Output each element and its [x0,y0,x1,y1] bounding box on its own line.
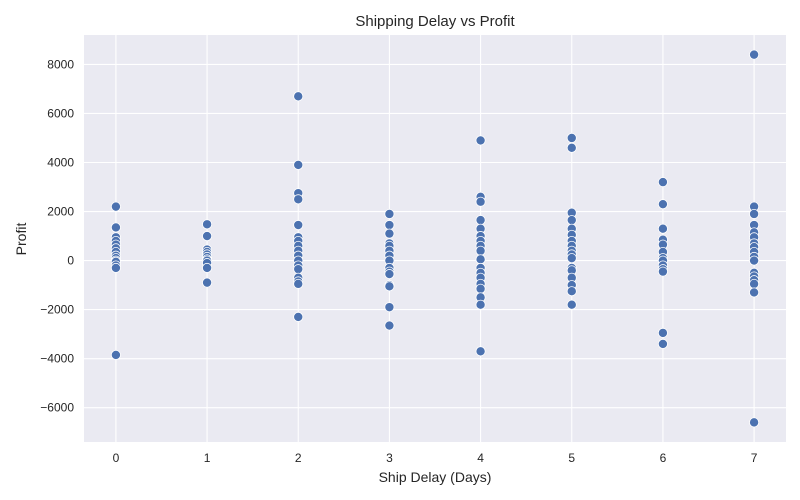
scatter-point [566,299,577,310]
scatter-point [202,277,213,288]
scatter-point [110,222,121,233]
x-tick-labels: 0 1 2 3 4 5 6 7 [113,451,758,465]
scatter-point [202,262,213,273]
scatter-point [566,142,577,153]
scatter-point [110,349,121,360]
scatter-point [475,245,486,256]
scatter-point [475,283,486,294]
data-points [110,49,760,428]
scatter-point [657,327,668,338]
y-tick-labels: −6000 −4000 −2000 0 2000 4000 6000 8000 [40,57,74,414]
scatter-point [293,194,304,205]
scatter-point [293,91,304,102]
x-tick-label: 0 [113,451,120,465]
scatter-point [657,223,668,234]
scatter-point [749,278,760,289]
scatter-point [749,287,760,298]
x-tick-label: 4 [477,451,484,465]
y-tick-label: −4000 [40,352,74,366]
scatter-point [566,215,577,226]
y-tick-label: −2000 [40,303,74,317]
scatter-point [749,208,760,219]
scatter-point [566,132,577,143]
scatter-point [384,269,395,280]
y-tick-label: −6000 [40,401,74,415]
scatter-point [384,281,395,292]
scatter-point [202,219,213,230]
scatter-point [293,159,304,170]
scatter-point [749,49,760,60]
x-tick-label: 7 [751,451,758,465]
scatter-point [384,208,395,219]
x-tick-label: 3 [386,451,393,465]
x-tick-label: 2 [295,451,302,465]
scatter-point [202,231,213,242]
scatter-point [566,286,577,297]
scatter-point [657,177,668,188]
y-tick-label: 6000 [47,106,74,120]
scatter-point [475,135,486,146]
scatter-point [293,264,304,275]
scatter-point [657,338,668,349]
x-axis-label: Ship Delay (Days) [379,469,492,485]
scatter-point [110,201,121,212]
x-tick-label: 5 [568,451,575,465]
x-tick-label: 6 [660,451,667,465]
y-axis-label: Profit [13,223,29,256]
scatter-point [749,417,760,428]
scatter-point [475,299,486,310]
scatter-point [749,255,760,266]
scatter-point [384,320,395,331]
scatter-point [475,254,486,265]
scatter-point [384,228,395,239]
y-tick-label: 4000 [47,155,74,169]
scatter-point [475,215,486,226]
scatter-point [657,266,668,277]
scatter-point [110,262,121,273]
y-tick-label: 2000 [47,205,74,219]
x-tick-label: 1 [204,451,211,465]
plot-area [84,35,786,442]
scatter-point [293,311,304,322]
scatter-point [293,220,304,231]
scatter-point [293,278,304,289]
scatter-point [566,253,577,264]
scatter-point [384,220,395,231]
scatter-point [475,196,486,207]
scatter-point [475,346,486,357]
scatter-point [657,199,668,210]
y-tick-label: 8000 [47,57,74,71]
scatter-point [384,302,395,313]
chart-title: Shipping Delay vs Profit [355,13,515,30]
y-tick-label: 0 [67,254,74,268]
gridlines [84,35,786,442]
